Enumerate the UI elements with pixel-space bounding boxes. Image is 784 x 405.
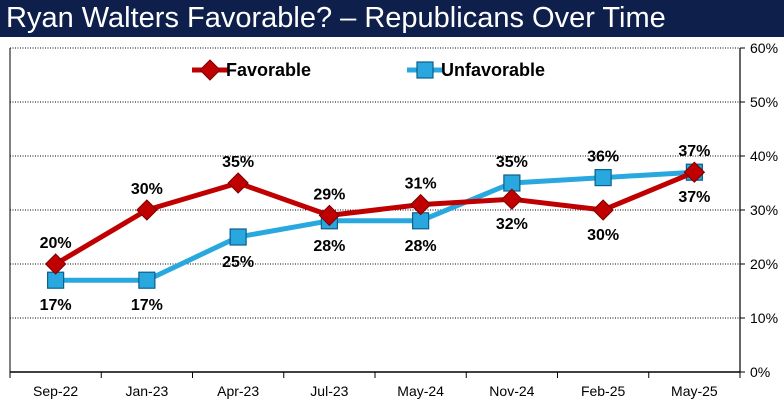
x-tick-label: May-25: [671, 383, 718, 399]
data-label: 31%: [405, 176, 437, 193]
series-line: [55, 169, 695, 283]
favorable-point: [592, 199, 614, 221]
data-label: 37%: [678, 189, 710, 206]
data-label: 32%: [496, 216, 528, 233]
data-label: 28%: [405, 238, 437, 255]
legend-marker: [199, 59, 221, 81]
series-line: [54, 169, 696, 267]
x-tick-label: Apr-23: [217, 383, 259, 399]
x-tick-label: Nov-24: [489, 383, 534, 399]
x-tick-label: May-24: [397, 383, 444, 399]
data-label: 30%: [131, 181, 163, 198]
unfavorable-point: [229, 228, 247, 246]
y-axis-ticks: 0% 10% 20% 30% 40% 50% 60%: [750, 40, 778, 380]
x-tick-label: Jan-23: [125, 383, 168, 399]
x-tick-label: Jul-23: [310, 383, 348, 399]
favorable-point: [44, 253, 67, 275]
data-label: 28%: [313, 238, 345, 255]
data-label: 25%: [222, 254, 254, 271]
data-label: 17%: [131, 297, 163, 314]
data-labels: 20% 30% 35% 29% 31% 32% 30% 37% 17% 17% 25% 28% 28% 3…: [40, 143, 711, 314]
data-label: 35%: [496, 154, 528, 171]
data-label: 20%: [40, 235, 72, 252]
y-tick-label: 0%: [750, 364, 770, 380]
unfavorable-point: [594, 169, 612, 187]
x-axis-ticks: Sep-22 Jan-23 Apr-23 Jul-23 May-24 Nov-24 Feb-…: [9, 372, 741, 399]
legend-marker: [416, 61, 434, 79]
chart-title: Ryan Walters Favorable? – Republicans Ov…: [6, 2, 666, 34]
data-label: 29%: [313, 186, 345, 203]
legend-label: Unfavorable: [441, 60, 545, 80]
title-bar: Ryan Walters Favorable? – Republicans Ov…: [0, 0, 784, 37]
y-tick-label: 10%: [750, 310, 778, 326]
unfavorable-point: [138, 271, 156, 289]
data-label: 17%: [40, 297, 72, 314]
data-label: 30%: [587, 227, 619, 244]
data-label: 36%: [587, 149, 619, 166]
legend: Favorable Unfavorable: [192, 59, 545, 81]
data-label: 35%: [222, 154, 254, 171]
y-tick-label: 20%: [750, 256, 778, 272]
favorable-point: [409, 193, 432, 216]
x-tick-label: Sep-22: [33, 383, 78, 399]
favorable-point: [227, 172, 249, 194]
legend-label: Favorable: [226, 60, 311, 80]
data-label: 37%: [678, 143, 710, 160]
y-tick-label: 30%: [750, 202, 778, 218]
favorable-point: [683, 161, 706, 183]
y-tick-label: 40%: [750, 148, 778, 164]
x-tick-label: Feb-25: [581, 383, 626, 399]
y-tick-label: 50%: [750, 94, 778, 110]
y-tick-label: 60%: [750, 40, 778, 56]
grid-lines: [9, 47, 745, 373]
favorable-point: [318, 204, 341, 227]
favorable-point: [501, 188, 523, 210]
favorable-point: [136, 199, 158, 221]
series-layer: [44, 161, 706, 289]
